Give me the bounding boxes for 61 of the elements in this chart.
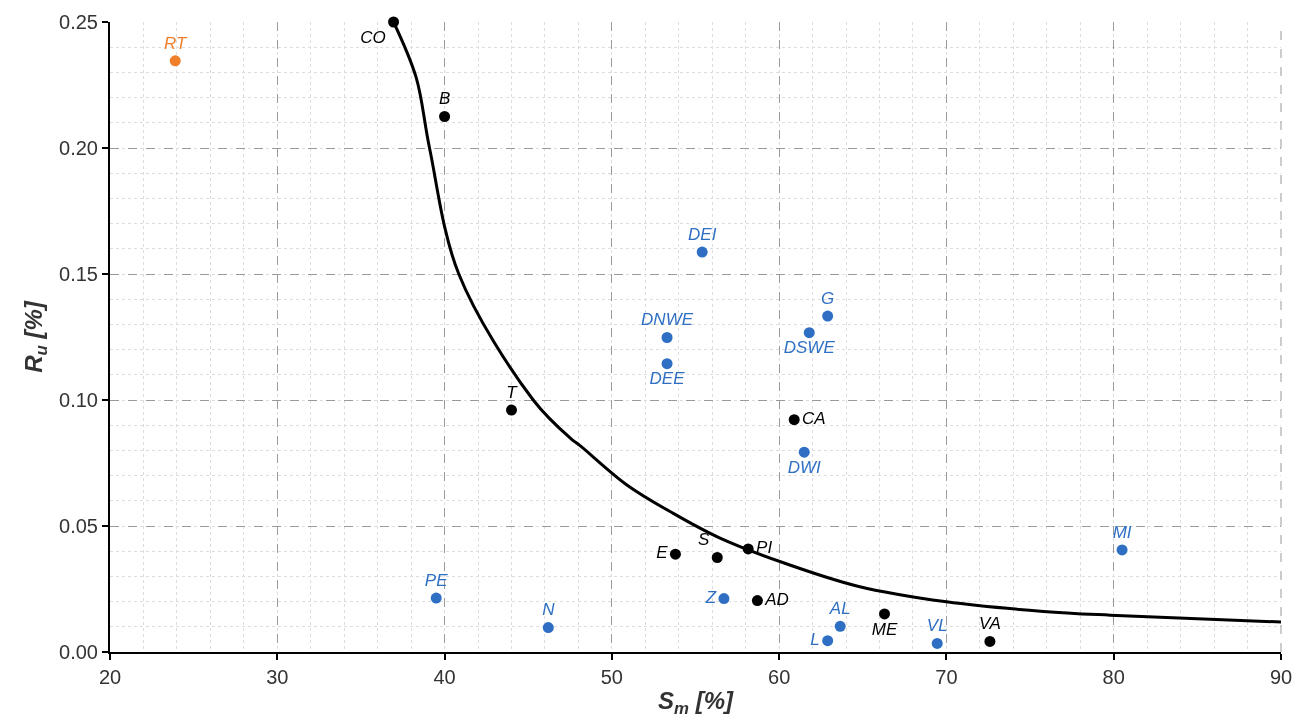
data-label: MI xyxy=(1112,522,1132,542)
point xyxy=(984,635,996,647)
point xyxy=(718,593,730,605)
x-tick-label: 50 xyxy=(600,666,623,688)
x-tick-label: 20 xyxy=(98,666,122,688)
data-label: CO xyxy=(360,27,386,47)
point xyxy=(169,55,181,67)
data-label: E xyxy=(656,543,669,563)
data-label: S xyxy=(698,530,711,550)
x-tick-label: 30 xyxy=(266,666,289,688)
x-tick-label: 40 xyxy=(433,666,456,688)
y-tick-label: 0.10 xyxy=(59,389,98,411)
y-tick-label: 0.20 xyxy=(59,137,98,159)
data-label: RT xyxy=(164,33,189,53)
point xyxy=(751,595,763,607)
point xyxy=(439,111,451,122)
data-label: L xyxy=(810,629,820,649)
data-label: AD xyxy=(764,589,789,609)
point xyxy=(822,635,834,647)
point xyxy=(505,404,517,416)
data-label: CA xyxy=(802,408,826,428)
point xyxy=(542,622,554,634)
data-label: B xyxy=(438,89,451,109)
data-label: VA xyxy=(979,614,1001,634)
data-label: T xyxy=(506,382,519,402)
y-tick-label: 0.15 xyxy=(59,263,98,285)
point xyxy=(834,620,846,632)
point xyxy=(788,414,800,426)
point xyxy=(931,637,943,649)
point xyxy=(669,548,681,560)
data-label: DEI xyxy=(688,224,717,244)
point xyxy=(430,592,442,604)
data-label: VL xyxy=(926,616,948,636)
x-tick-label: 60 xyxy=(768,666,791,688)
data-label: G xyxy=(821,288,835,308)
point xyxy=(798,446,810,458)
y-tick-label: 0.00 xyxy=(59,641,98,663)
point xyxy=(1116,544,1128,556)
x-tick-label: 90 xyxy=(1269,666,1293,688)
data-label: AL xyxy=(828,599,851,619)
point xyxy=(696,246,708,258)
data-label: PI xyxy=(756,538,773,558)
point xyxy=(711,552,723,563)
data-label: PE xyxy=(424,570,449,590)
data-label: DSWE xyxy=(783,338,836,358)
y-tick-label: 0.25 xyxy=(59,11,98,33)
point xyxy=(661,332,673,343)
data-label: Z xyxy=(704,587,717,607)
x-tick-label: 80 xyxy=(1102,666,1125,688)
point xyxy=(803,327,815,339)
data-label: N xyxy=(542,600,556,620)
data-label: ME xyxy=(871,619,898,639)
point xyxy=(661,358,673,370)
data-label: DEE xyxy=(649,369,686,389)
x-axis-title: S$_{m}$ [%] xyxy=(658,686,734,718)
point xyxy=(822,310,834,322)
data-label: DWI xyxy=(787,457,822,477)
data-label: DNWE xyxy=(641,310,694,330)
point xyxy=(879,608,891,620)
x-tick-label: 70 xyxy=(935,666,958,688)
y-tick-label: 0.05 xyxy=(59,515,98,537)
